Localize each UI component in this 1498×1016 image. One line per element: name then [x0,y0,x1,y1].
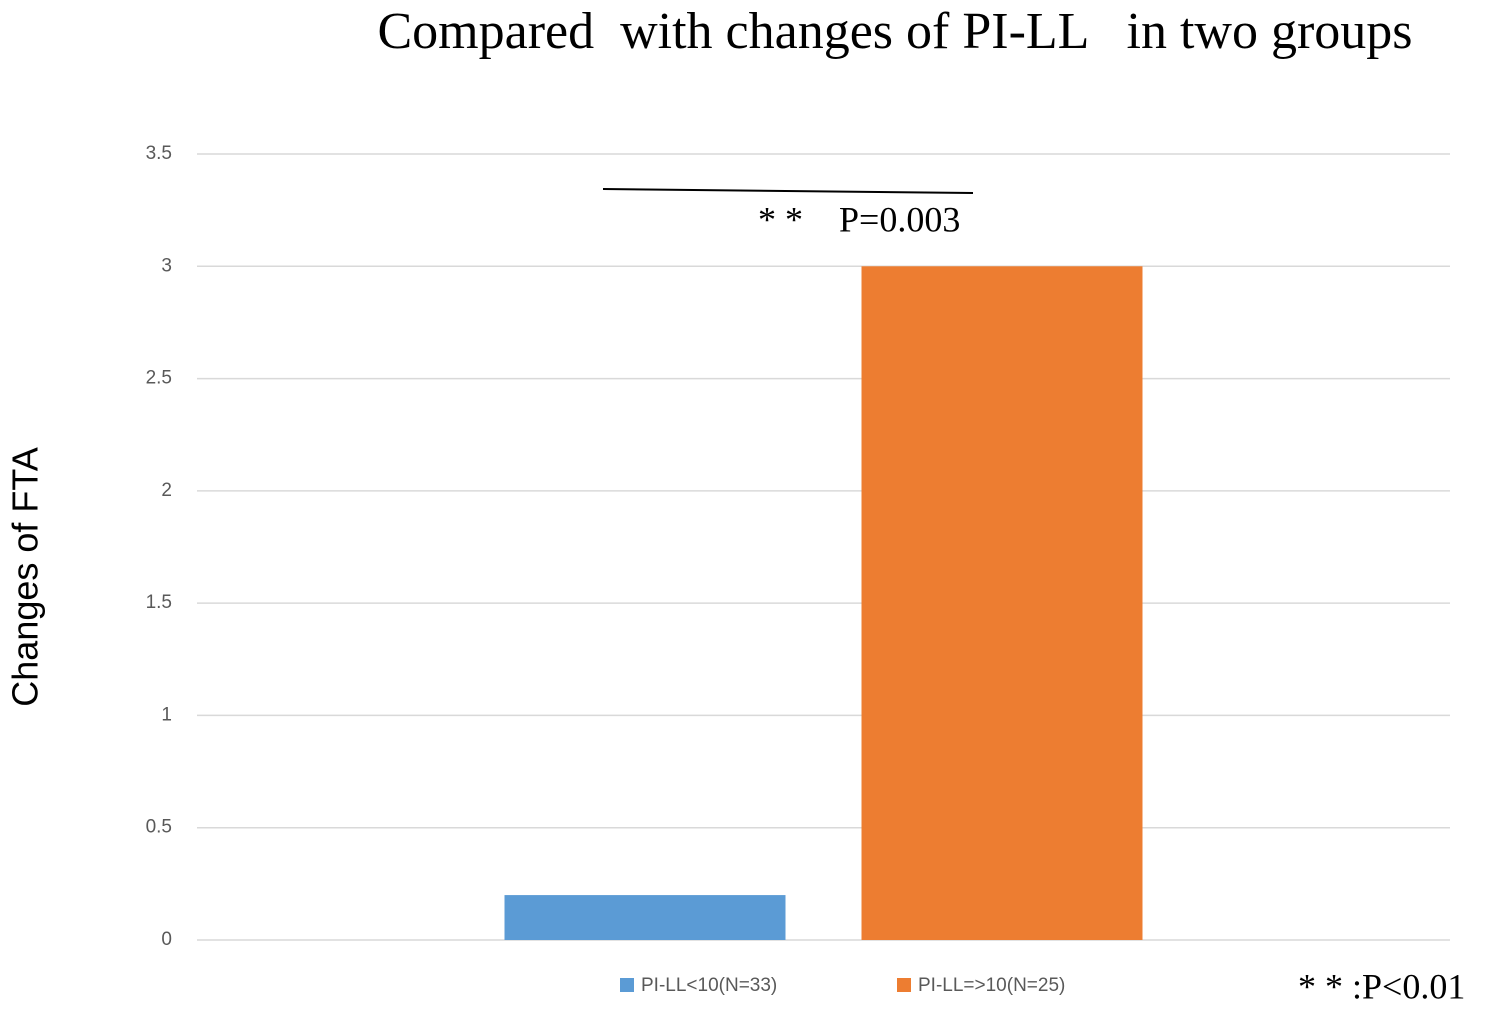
y-tick-label: 3.5 [146,143,172,164]
y-tick-label: 0 [161,929,172,950]
y-tick-label: 2.5 [146,368,172,389]
y-tick-label: 1 [161,704,172,725]
legend-swatch [620,978,634,992]
legend-swatch [897,978,911,992]
annotation: * * P=0.003 [758,199,960,239]
legend-label: PI-LL<10(N=33) [641,975,777,996]
significance-line [602,188,974,194]
y-tick-label: 0.5 [146,817,172,838]
y-tick-label: 3 [161,255,172,276]
legend-label: PI-LL=>10(N=25) [918,975,1065,996]
bar [861,266,1143,940]
annotation: * * :P<0.01 [1298,966,1465,1006]
y-tick-label: 1.5 [146,592,172,613]
bar [504,895,786,940]
chart-title: Compared with changes of PI-LL in two gr… [378,3,1413,60]
y-axis-label: Changes of FTA [5,447,46,706]
y-tick-label: 2 [161,480,172,501]
